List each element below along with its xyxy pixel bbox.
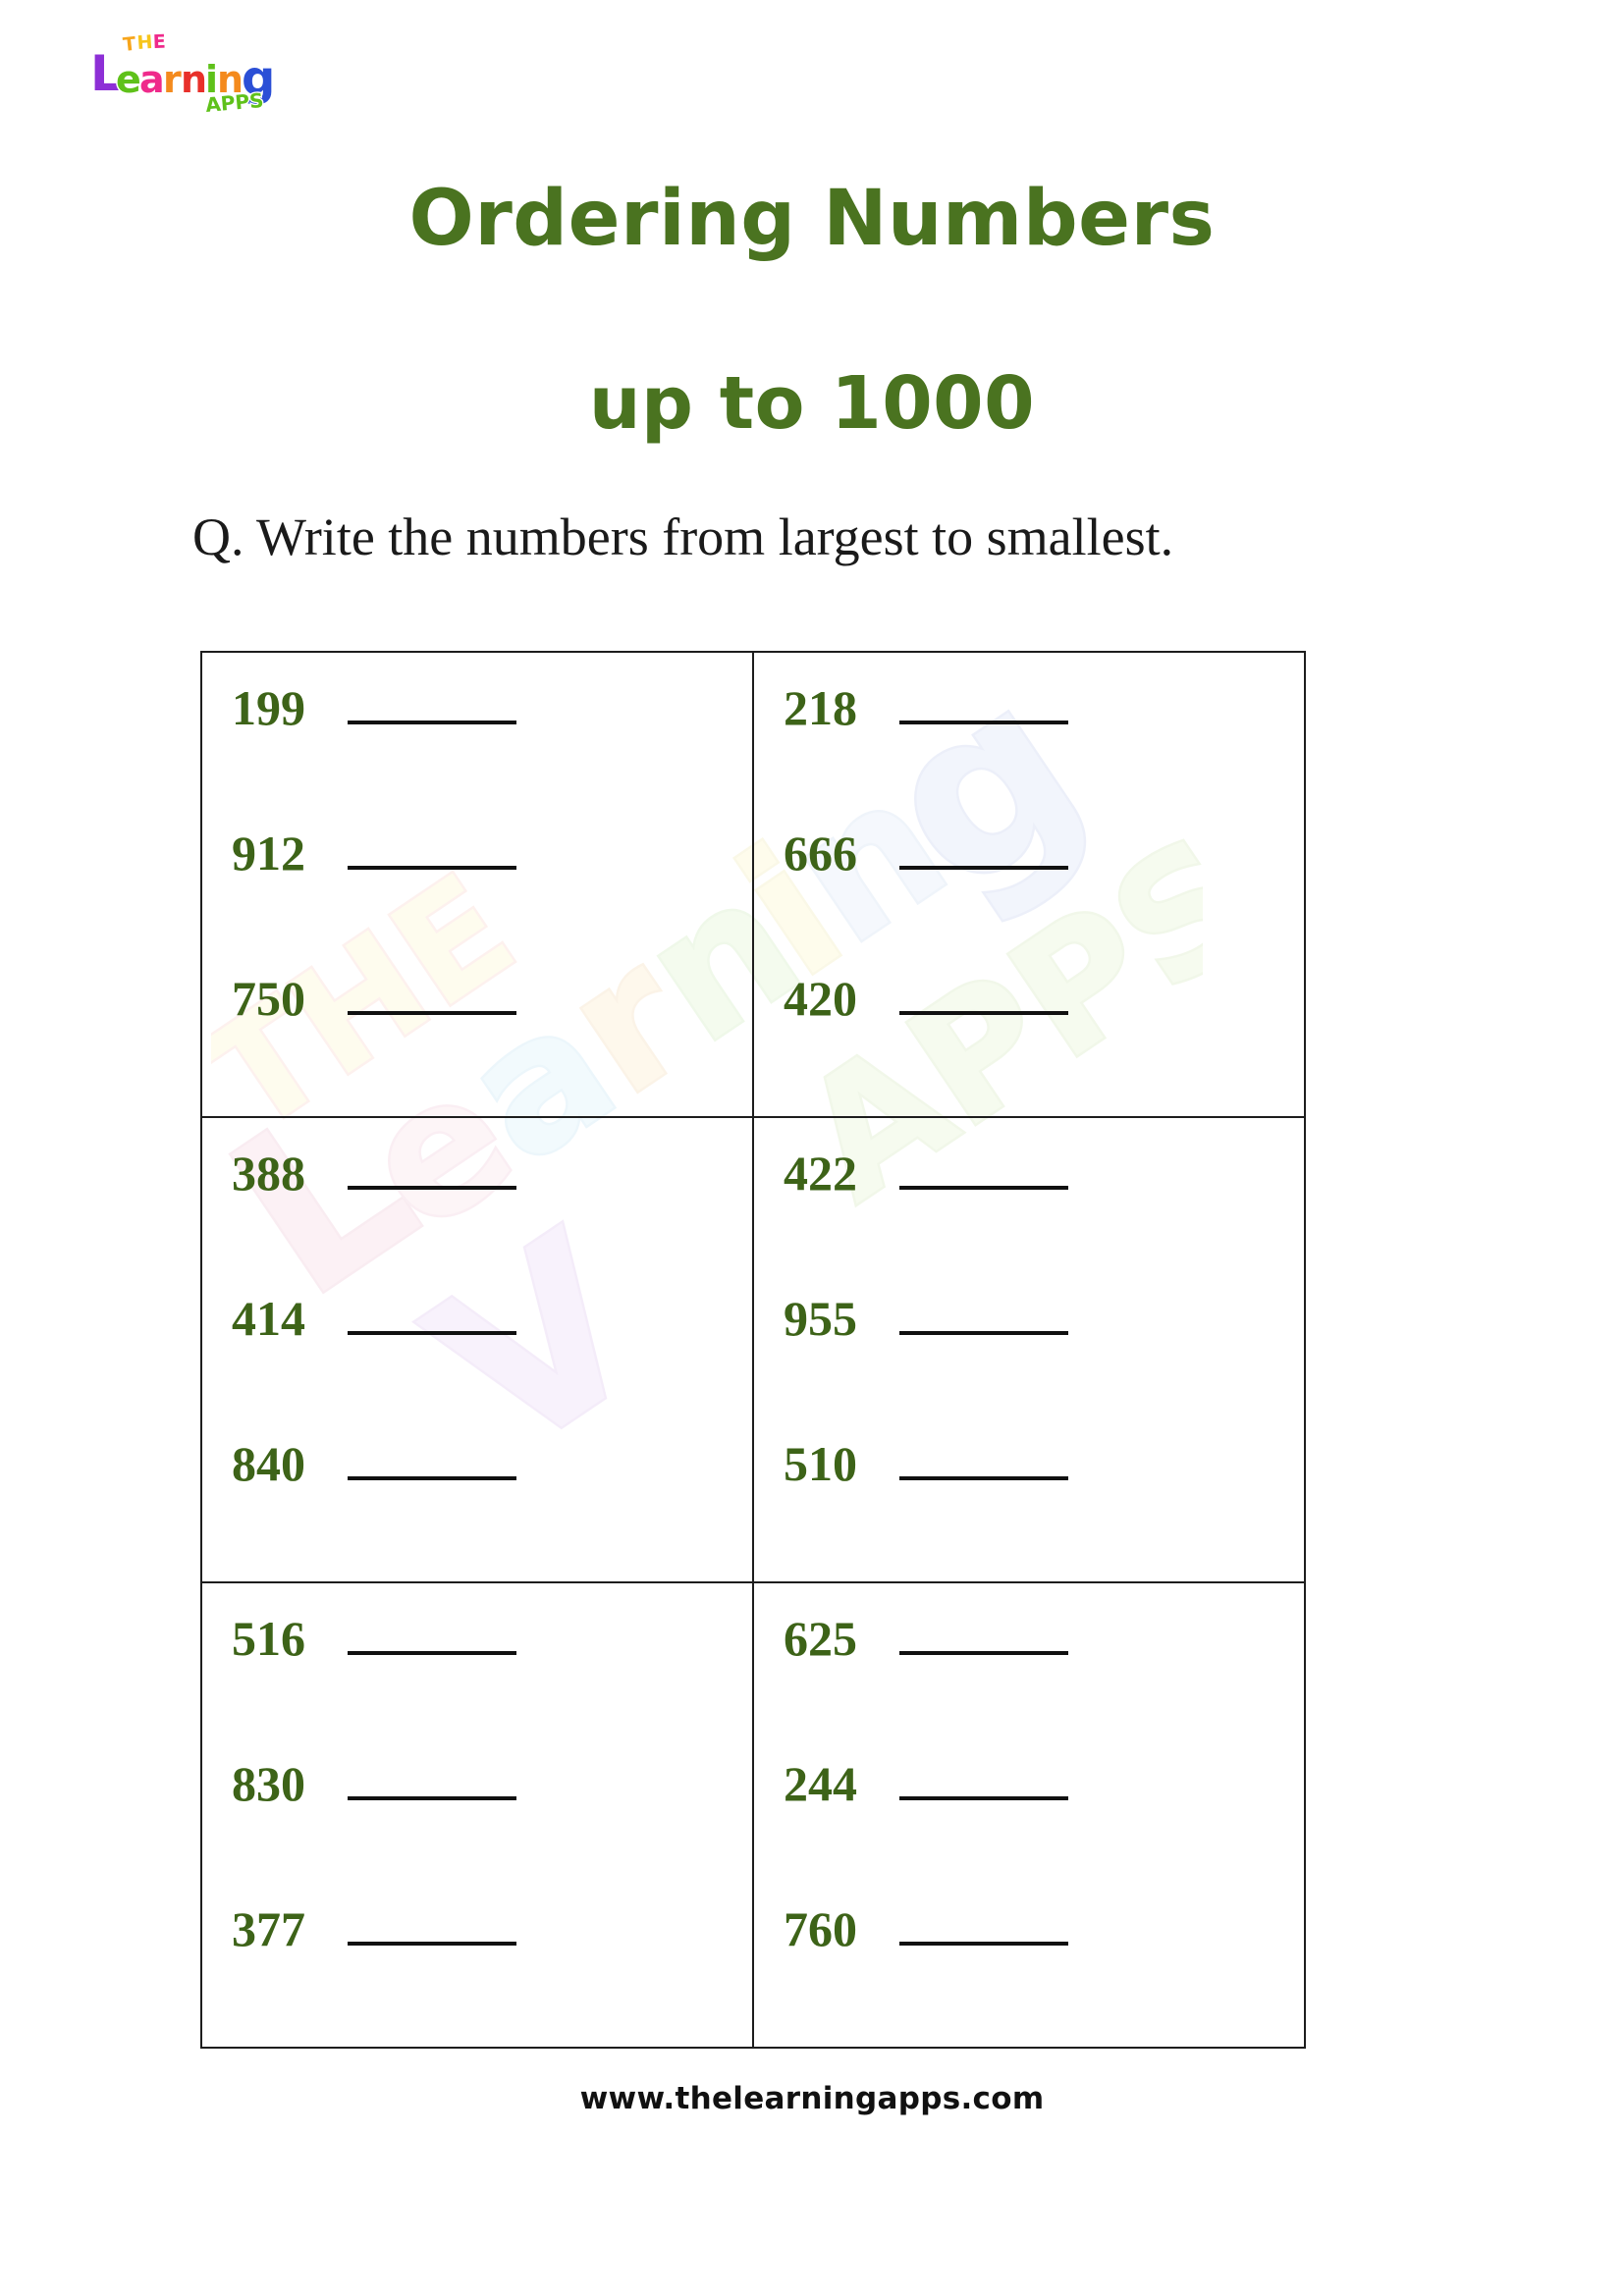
answer-blank-line[interactable] xyxy=(348,1908,516,1946)
answer-blank-line[interactable] xyxy=(348,832,516,870)
answer-blank-line[interactable] xyxy=(899,832,1068,870)
the-learning-apps-logo: T H E L e a r n i n g APPS xyxy=(67,22,293,118)
question-item: 625 xyxy=(784,1611,1304,1756)
answer-blank-line[interactable] xyxy=(899,1618,1068,1655)
number-value: 830 xyxy=(232,1756,305,1811)
worksheet-cell-1[interactable]: 199 912 750 xyxy=(200,651,754,1118)
number-value: 420 xyxy=(784,971,857,1026)
table-row: 516 830 377 625 xyxy=(200,1581,1306,2049)
svg-text:a: a xyxy=(139,58,165,101)
number-value: 422 xyxy=(784,1146,857,1201)
number-value: 750 xyxy=(232,971,305,1026)
answer-blank-line[interactable] xyxy=(348,687,516,724)
question-item: 750 xyxy=(232,971,752,1116)
answer-blank-line[interactable] xyxy=(348,1152,516,1190)
svg-text:g: g xyxy=(242,51,275,106)
answer-blank-line[interactable] xyxy=(348,1443,516,1480)
svg-text:n: n xyxy=(217,58,244,101)
page-title-line-1: Ordering Numbers xyxy=(408,175,1216,263)
number-value: 199 xyxy=(232,680,305,735)
question-item: 218 xyxy=(784,680,1304,826)
svg-text:n: n xyxy=(181,58,207,101)
question-item: 955 xyxy=(784,1291,1304,1436)
question-item: 516 xyxy=(232,1611,752,1756)
svg-text:L: L xyxy=(90,45,122,102)
answer-blank-line[interactable] xyxy=(348,1298,516,1335)
number-value: 666 xyxy=(784,826,857,881)
question-item: 840 xyxy=(232,1436,752,1581)
question-item: 912 xyxy=(232,826,752,971)
question-item: 422 xyxy=(784,1146,1304,1291)
number-value: 218 xyxy=(784,680,857,735)
worksheet-cell-3[interactable]: 388 414 840 xyxy=(200,1116,754,1583)
svg-text:e: e xyxy=(116,58,141,101)
table-row: 199 912 750 218 xyxy=(200,651,1306,1118)
question-item: 420 xyxy=(784,971,1304,1116)
svg-text:H: H xyxy=(136,31,153,54)
answer-blank-line[interactable] xyxy=(899,1443,1068,1480)
question-item: 760 xyxy=(784,1901,1304,2047)
svg-text:APPS: APPS xyxy=(204,88,264,117)
question-item: 244 xyxy=(784,1756,1304,1901)
number-value: 912 xyxy=(232,826,305,881)
answer-blank-line[interactable] xyxy=(348,1618,516,1655)
number-value: 510 xyxy=(784,1436,857,1491)
page-title-line-2: up to 1000 xyxy=(588,361,1036,446)
question-item: 666 xyxy=(784,826,1304,971)
question-item: 414 xyxy=(232,1291,752,1436)
worksheet-table: 199 912 750 218 xyxy=(200,651,1306,2049)
number-value: 244 xyxy=(784,1756,857,1811)
answer-blank-line[interactable] xyxy=(899,687,1068,724)
svg-text:E: E xyxy=(152,31,166,53)
logo-word-apps: APPS xyxy=(203,87,266,118)
logo-word-learning: L e a r n i n g xyxy=(89,44,277,108)
number-value: 516 xyxy=(232,1611,305,1666)
answer-blank-line[interactable] xyxy=(899,1763,1068,1800)
answer-blank-line[interactable] xyxy=(899,1908,1068,1946)
number-value: 760 xyxy=(784,1901,857,1956)
number-value: 955 xyxy=(784,1291,857,1346)
table-row: 388 414 840 422 xyxy=(200,1116,1306,1583)
worksheet-cell-4[interactable]: 422 955 510 xyxy=(752,1116,1306,1583)
question-item: 199 xyxy=(232,680,752,826)
answer-blank-line[interactable] xyxy=(348,1763,516,1800)
worksheet-cell-2[interactable]: 218 666 420 xyxy=(752,651,1306,1118)
answer-blank-line[interactable] xyxy=(899,978,1068,1015)
question-item: 377 xyxy=(232,1901,752,2047)
answer-blank-line[interactable] xyxy=(899,1152,1068,1190)
number-value: 840 xyxy=(232,1436,305,1491)
question-item: 830 xyxy=(232,1756,752,1901)
number-value: 414 xyxy=(232,1291,305,1346)
svg-text:i: i xyxy=(205,58,218,101)
number-value: 625 xyxy=(784,1611,857,1666)
question-item: 388 xyxy=(232,1146,752,1291)
logo-word-the: T H E xyxy=(121,29,167,57)
answer-blank-line[interactable] xyxy=(348,978,516,1015)
number-value: 377 xyxy=(232,1901,305,1956)
svg-text:r: r xyxy=(163,58,182,101)
worksheet-cell-5[interactable]: 516 830 377 xyxy=(200,1581,754,2049)
question-prompt: Q. Write the numbers from largest to sma… xyxy=(192,507,1174,566)
number-value: 388 xyxy=(232,1146,305,1201)
answer-blank-line[interactable] xyxy=(899,1298,1068,1335)
question-item: 510 xyxy=(784,1436,1304,1581)
footer-website-url[interactable]: www.thelearningapps.com xyxy=(579,2081,1045,2116)
svg-text:T: T xyxy=(122,33,136,56)
worksheet-cell-6[interactable]: 625 244 760 xyxy=(752,1581,1306,2049)
